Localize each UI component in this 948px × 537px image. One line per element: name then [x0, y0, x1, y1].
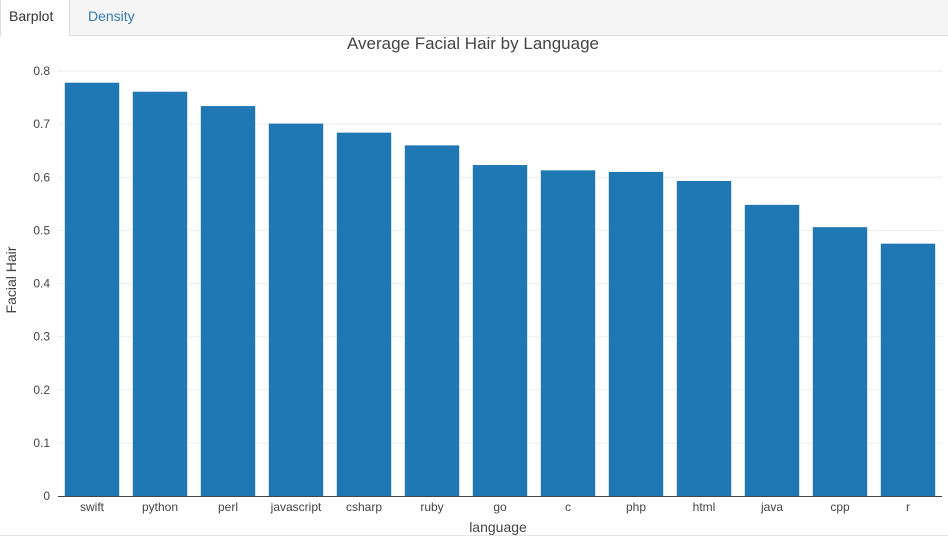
tab-barplot[interactable]: Barplot [0, 0, 70, 37]
y-tick-label: 0.4 [33, 277, 50, 291]
chart-title: Average Facial Hair by Language [347, 34, 599, 53]
y-tick-label: 0.2 [33, 383, 50, 397]
x-tick-label: c [565, 500, 571, 514]
bar-perl[interactable] [200, 106, 256, 496]
x-tick-label: java [760, 500, 783, 514]
y-tick-labels: 0 0.1 0.2 0.3 0.4 0.5 0.6 0.7 0.8 [33, 64, 50, 503]
x-tick-label: python [142, 500, 178, 514]
bottom-divider [0, 535, 948, 536]
x-tick-label: csharp [346, 500, 382, 514]
x-tick-label: perl [218, 500, 238, 514]
y-tick-label: 0.1 [33, 436, 50, 450]
bar-r[interactable] [880, 243, 936, 496]
x-tick-label: html [693, 500, 716, 514]
bar-ruby[interactable] [404, 145, 460, 496]
tab-density[interactable]: Density [88, 8, 135, 24]
x-tick-label: cpp [830, 500, 850, 514]
x-tick-label: r [906, 500, 910, 514]
x-tick-label: go [493, 500, 507, 514]
x-axis-label: language [469, 519, 527, 535]
x-tick-label: php [626, 500, 646, 514]
y-tick-label: 0.7 [33, 117, 50, 131]
bar-html[interactable] [676, 180, 732, 496]
x-tick-label: javascript [270, 500, 322, 514]
x-tick-label: swift [80, 500, 105, 514]
y-axis-label: Facial Hair [3, 246, 19, 313]
bar-java[interactable] [744, 204, 800, 496]
bars [64, 82, 936, 496]
tab-bar: Barplot Density [0, 0, 948, 37]
x-tick-label: ruby [420, 500, 443, 514]
bar-php[interactable] [608, 171, 664, 496]
bar-cpp[interactable] [812, 227, 868, 496]
bar-swift[interactable] [64, 82, 120, 496]
bar-go[interactable] [472, 165, 528, 496]
x-tick-labels: swift python perl javascript csharp ruby go c ph… [80, 500, 910, 514]
bar-python[interactable] [132, 91, 188, 496]
bar-javascript[interactable] [268, 123, 324, 496]
y-tick-label: 0.5 [33, 223, 50, 237]
y-tick-label: 0.3 [33, 330, 50, 344]
y-tick-label: 0.6 [33, 170, 50, 184]
bar-c[interactable] [540, 170, 596, 496]
y-tick-label: 0 [43, 489, 50, 503]
y-tick-label: 0.8 [33, 64, 50, 78]
bar-csharp[interactable] [336, 132, 392, 496]
